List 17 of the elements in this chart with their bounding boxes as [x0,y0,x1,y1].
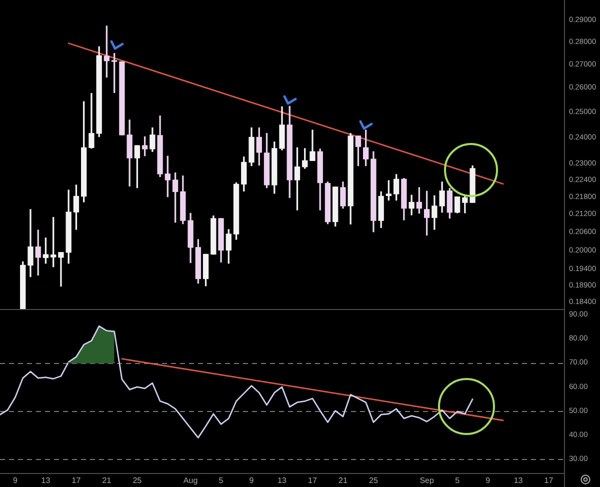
x-tick-label: 25 [132,476,142,486]
x-tick-label: 9 [249,476,254,486]
x-tick-label: 17 [72,476,82,486]
x-tick-label: Aug [183,476,198,486]
x-tick-label: 13 [514,476,524,486]
x-tick-label: 5 [218,476,224,486]
x-tick-label: 21 [338,476,348,486]
x-tick-label: 9 [486,476,491,486]
x-tick-label: Sep [420,476,434,486]
x-tick-label: 17 [308,476,318,486]
x-tick-label: 17 [544,476,554,486]
x-tick-label: 5 [455,476,460,486]
x-tick-label: 13 [41,476,51,486]
x-tick-label: 9 [13,476,18,486]
x-tick-label: 13 [278,476,287,486]
x-tick-label: 25 [369,476,378,486]
x-tick-label: 21 [102,476,112,486]
